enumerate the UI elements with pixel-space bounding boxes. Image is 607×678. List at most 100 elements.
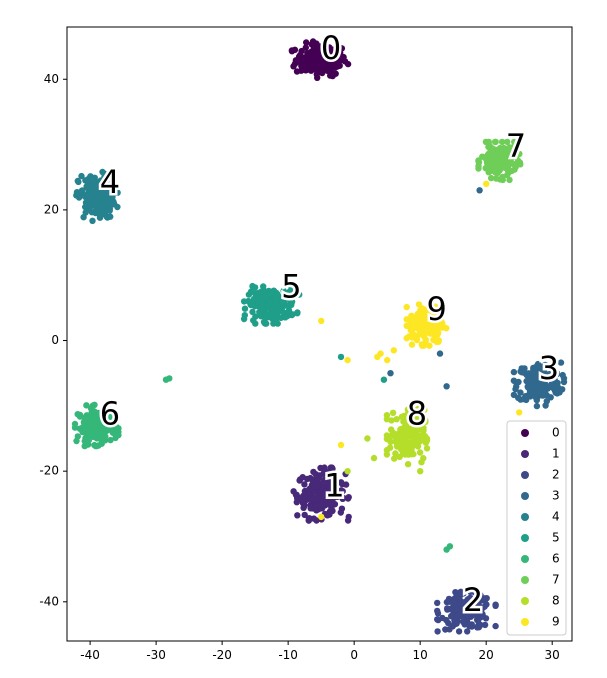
data-point [452, 589, 459, 596]
data-point [439, 324, 446, 331]
data-point [89, 202, 97, 209]
data-point [71, 424, 79, 431]
data-point [403, 441, 411, 449]
legend-label-1: 1 [552, 447, 560, 461]
data-point [492, 622, 499, 630]
data-point [98, 201, 106, 208]
data-point [399, 427, 406, 434]
data-point [241, 305, 249, 312]
data-point [504, 171, 511, 179]
plot-frame [66, 26, 573, 642]
data-point [512, 385, 519, 393]
data-point [102, 433, 109, 440]
series-7 [475, 138, 524, 184]
data-point [110, 420, 117, 428]
data-point [432, 303, 439, 310]
data-point [504, 138, 511, 146]
y-tick-label: -40 [39, 594, 59, 608]
data-point [389, 409, 397, 416]
data-point [113, 182, 121, 190]
data-point [324, 512, 331, 519]
legend-marker-5 [521, 534, 529, 542]
data-point [414, 322, 421, 329]
data-point [422, 327, 430, 335]
data-point [406, 316, 413, 323]
data-point [313, 474, 320, 481]
data-point [535, 369, 543, 376]
cluster-label-5: 5 [281, 267, 301, 305]
data-point [104, 401, 111, 408]
data-point [453, 620, 460, 627]
data-point [466, 612, 474, 619]
data-point [510, 377, 518, 384]
data-point [426, 342, 433, 349]
data-point [503, 145, 511, 152]
data-point [251, 290, 259, 297]
cluster-label-1: 1 [324, 467, 344, 505]
data-point [374, 353, 381, 361]
data-point [464, 628, 471, 635]
data-point [432, 323, 439, 330]
data-point [91, 425, 99, 432]
data-point [445, 619, 452, 627]
data-point [290, 63, 297, 70]
data-point [252, 320, 259, 327]
legend-label-2: 2 [552, 468, 560, 482]
data-point [81, 192, 89, 199]
data-point [552, 389, 559, 396]
data-point [390, 347, 397, 354]
data-point [332, 489, 339, 497]
data-point [311, 487, 318, 494]
series-3 [510, 359, 568, 410]
data-point [491, 138, 499, 146]
data-point [477, 591, 484, 599]
data-point [515, 394, 522, 401]
data-point [331, 59, 339, 66]
data-point [530, 371, 538, 379]
data-point [419, 305, 426, 312]
data-point [259, 301, 266, 309]
data-point [319, 51, 327, 58]
legend-label-3: 3 [552, 489, 560, 503]
data-point [403, 322, 410, 329]
data-point [303, 66, 311, 73]
data-point [91, 401, 98, 408]
data-point [434, 628, 441, 635]
data-point [446, 543, 454, 550]
data-point [488, 148, 496, 155]
data-point [288, 47, 296, 54]
data-point [386, 444, 394, 451]
data-point [109, 194, 116, 201]
data-point [249, 308, 256, 316]
data-point [388, 417, 395, 424]
cluster-label-4: 4 [100, 163, 120, 201]
data-point [443, 383, 450, 390]
data-point [345, 494, 352, 501]
data-point [433, 332, 441, 339]
data-point [370, 454, 378, 462]
data-point [474, 624, 481, 631]
data-point [408, 341, 416, 348]
data-point [481, 603, 488, 610]
data-point [423, 312, 430, 319]
data-point [418, 318, 426, 325]
data-point [317, 489, 324, 496]
data-point [87, 184, 95, 192]
y-tick-label: -20 [39, 464, 59, 478]
data-point [523, 371, 530, 379]
data-point [415, 405, 422, 412]
data-point [318, 63, 326, 71]
data-point [337, 441, 345, 449]
data-point [409, 426, 416, 433]
data-point [298, 47, 305, 55]
data-point [78, 172, 85, 180]
data-point [74, 433, 82, 440]
data-point [301, 481, 308, 488]
data-point [404, 406, 412, 413]
cluster-label-9: 9 [427, 290, 447, 328]
data-point [282, 289, 289, 297]
data-point [240, 315, 248, 323]
data-point [106, 171, 113, 179]
data-point [543, 398, 550, 405]
